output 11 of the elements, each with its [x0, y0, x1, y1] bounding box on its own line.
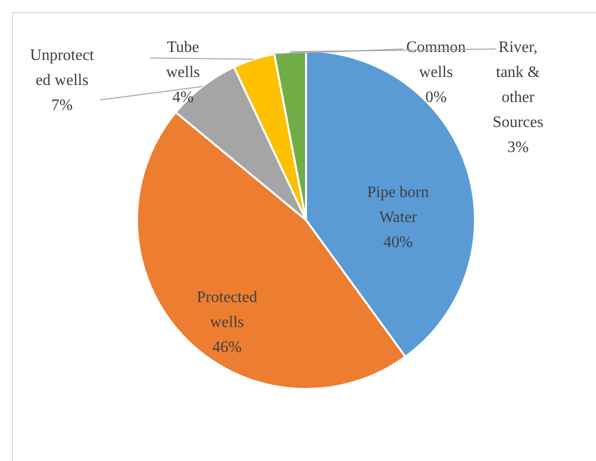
- slice-label: Unprotected wells: [30, 47, 95, 90]
- data-label: 7%: [51, 97, 73, 114]
- data-label: 40%: [383, 234, 413, 252]
- slice-label: River, tank & other Sources: [492, 39, 544, 132]
- slice-label: Pipe born Water: [367, 184, 429, 226]
- slice-label: Tube wells: [166, 39, 200, 82]
- slice-label: Protected wells: [196, 289, 258, 332]
- data-label: 4%: [172, 89, 194, 106]
- data-label: 46%: [212, 339, 242, 356]
- text: 0%: [425, 89, 447, 106]
- data-label: 3%: [507, 139, 529, 156]
